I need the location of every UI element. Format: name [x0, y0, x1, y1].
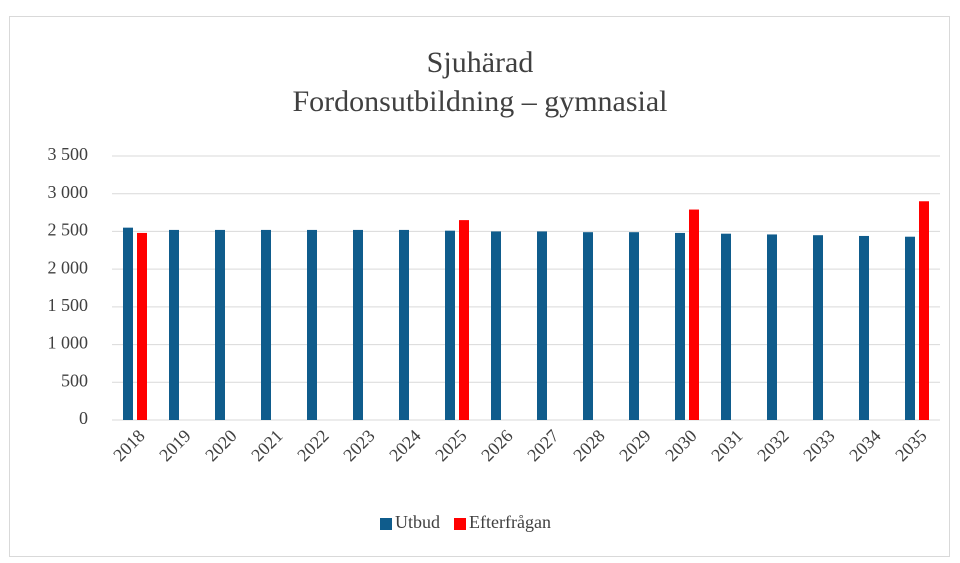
y-tick-label: 3 500 — [48, 144, 89, 164]
bar — [675, 232, 685, 420]
bar — [905, 236, 915, 420]
bar — [445, 230, 455, 420]
bar — [491, 231, 501, 420]
bar — [123, 227, 133, 420]
bar — [767, 234, 777, 420]
bar — [261, 229, 271, 420]
chart-title: Sjuhärad — [427, 46, 534, 79]
bar — [689, 209, 699, 420]
bar — [629, 232, 639, 420]
bar — [215, 229, 225, 420]
legend-swatch — [454, 518, 466, 530]
bar — [813, 235, 823, 420]
bar — [169, 229, 179, 420]
bar — [459, 220, 469, 420]
y-tick-label: 2 500 — [48, 220, 89, 240]
chart-subtitle: Fordonsutbildning – gymnasial — [293, 85, 668, 118]
legend-label: Utbud — [395, 512, 440, 532]
legend-swatch — [380, 518, 392, 530]
y-tick-label: 0 — [79, 408, 88, 428]
bar — [399, 229, 409, 420]
y-tick-label: 1 000 — [48, 333, 89, 353]
y-tick-label: 1 500 — [48, 295, 89, 315]
bar — [859, 235, 869, 420]
y-tick-label: 500 — [61, 370, 88, 390]
y-tick-label: 3 000 — [48, 182, 89, 202]
legend-label: Efterfrågan — [469, 512, 551, 532]
bar — [721, 233, 731, 420]
bar — [919, 201, 929, 420]
bar — [353, 229, 363, 420]
bar — [583, 232, 593, 420]
chart-border — [9, 16, 950, 557]
bar — [137, 232, 147, 420]
bar — [307, 229, 317, 420]
y-tick-label: 2 000 — [48, 257, 89, 277]
bar — [537, 231, 547, 420]
